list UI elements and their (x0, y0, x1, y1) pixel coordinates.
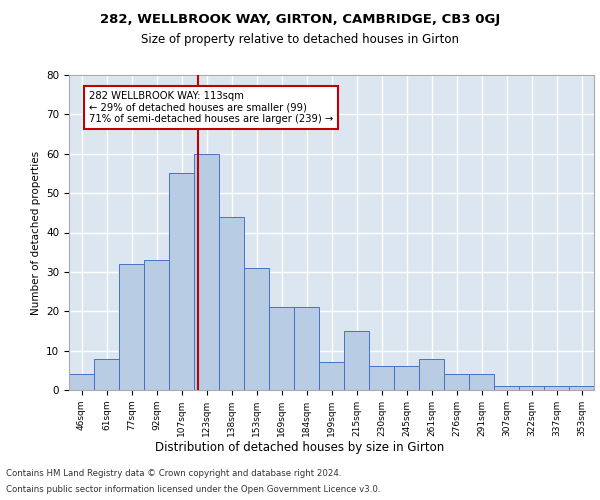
Bar (69, 374, 94, 390)
Bar (294, 308, 319, 390)
Y-axis label: Number of detached properties: Number of detached properties (31, 150, 41, 314)
Text: Contains HM Land Registry data © Crown copyright and database right 2024.: Contains HM Land Registry data © Crown c… (6, 468, 341, 477)
Text: Distribution of detached houses by size in Girton: Distribution of detached houses by size … (155, 441, 445, 454)
Bar (219, 217, 244, 390)
Bar (319, 362, 344, 390)
Text: Size of property relative to detached houses in Girton: Size of property relative to detached ho… (141, 32, 459, 46)
Text: 282, WELLBROOK WAY, GIRTON, CAMBRIDGE, CB3 0GJ: 282, WELLBROOK WAY, GIRTON, CAMBRIDGE, C… (100, 12, 500, 26)
Bar (244, 268, 269, 390)
Bar (369, 366, 394, 390)
Bar (194, 154, 219, 390)
Bar (269, 308, 294, 390)
Bar (394, 366, 419, 390)
Bar (569, 386, 594, 390)
Bar (94, 358, 119, 390)
Bar (344, 331, 369, 390)
Bar (444, 374, 469, 390)
Bar (169, 174, 194, 390)
Bar (419, 358, 444, 390)
Bar (544, 386, 569, 390)
Text: Contains public sector information licensed under the Open Government Licence v3: Contains public sector information licen… (6, 485, 380, 494)
Text: 282 WELLBROOK WAY: 113sqm
← 29% of detached houses are smaller (99)
71% of semi-: 282 WELLBROOK WAY: 113sqm ← 29% of detac… (89, 91, 333, 124)
Bar (144, 260, 169, 390)
Bar (469, 374, 494, 390)
Bar (519, 386, 544, 390)
Bar (494, 386, 519, 390)
Bar (119, 264, 144, 390)
